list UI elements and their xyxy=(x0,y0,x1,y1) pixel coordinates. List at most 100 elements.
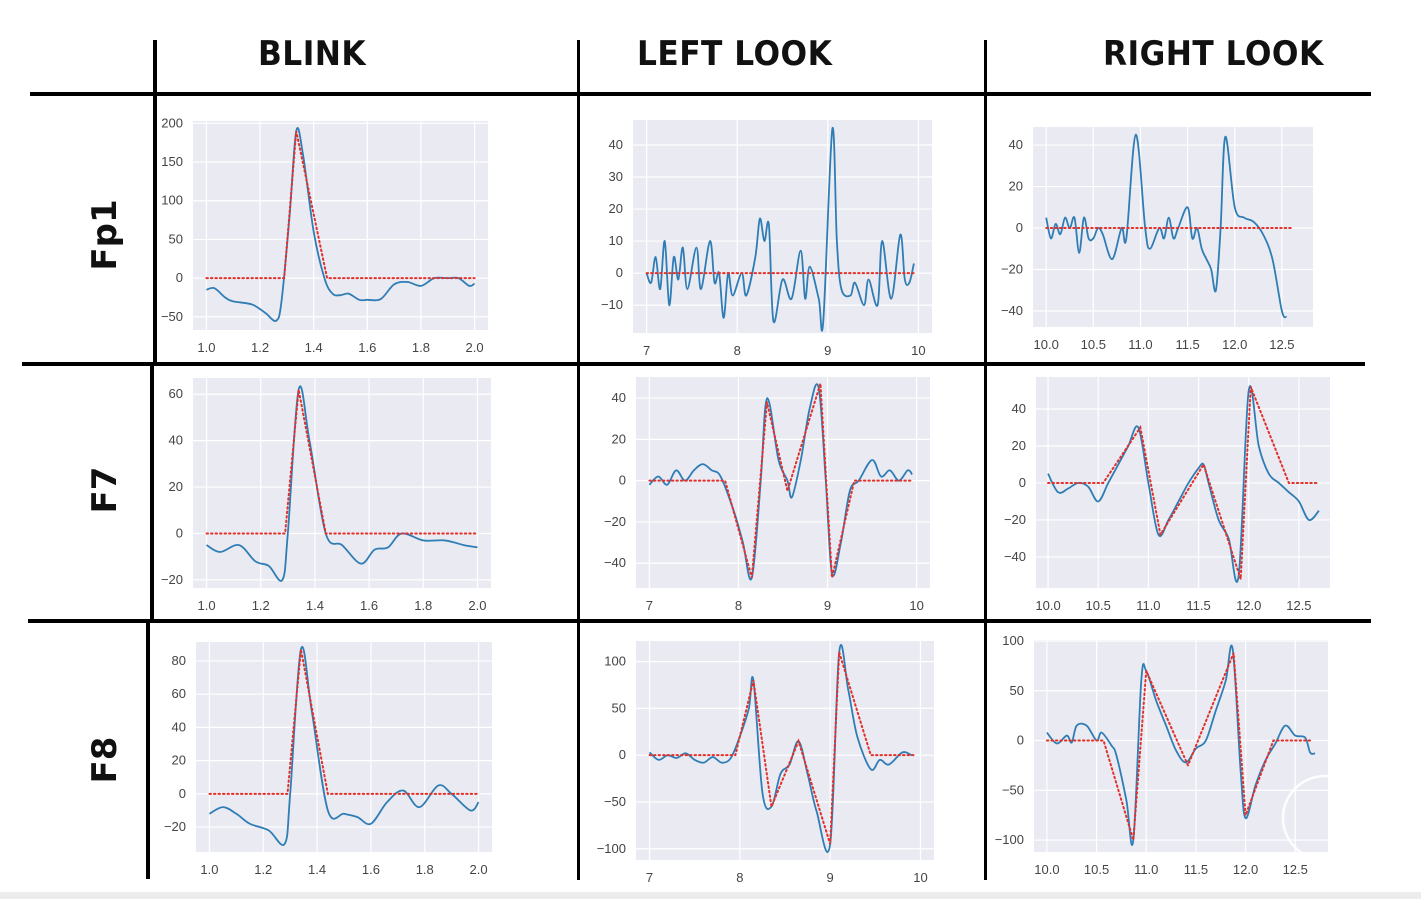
y-tick-label: −40 xyxy=(1001,303,1023,318)
signal-line xyxy=(1046,644,1316,846)
chart-f7-blink: 1.0 1.2 1.4 1.6 1.8 2.0 −20 0 20 40 60 xyxy=(161,378,491,613)
x-tick-label: 1.0 xyxy=(200,862,218,877)
column-header-blink: BLINK xyxy=(258,34,367,74)
y-tick-label: 40 xyxy=(612,390,626,405)
x-tick-label: 9 xyxy=(824,598,831,613)
y-tick-label: −20 xyxy=(164,819,186,834)
signal-line xyxy=(1047,385,1320,583)
column-header-left-look: LEFT LOOK xyxy=(637,34,833,74)
y-tick-label: 0 xyxy=(619,747,626,762)
grid-divider-h3 xyxy=(28,619,1371,623)
x-tick-label: 1.6 xyxy=(362,862,380,877)
y-tick-label: 0 xyxy=(1019,475,1026,490)
y-tick-label: 40 xyxy=(1012,401,1026,416)
watermark-logo xyxy=(1281,774,1369,862)
signal-line xyxy=(209,646,480,846)
y-tick-label: 80 xyxy=(172,653,186,668)
y-tick-label: 0 xyxy=(616,265,623,280)
y-tick-label: 100 xyxy=(1002,633,1024,648)
plot-area xyxy=(193,378,491,588)
template-line xyxy=(205,389,479,535)
y-tick-label: 40 xyxy=(169,433,183,448)
y-tick-label: 60 xyxy=(169,386,183,401)
chart-f7-left-look: 7 8 9 10 −40 −20 0 20 40 xyxy=(604,377,930,613)
y-tick-label: 10 xyxy=(609,233,623,248)
x-tick-label: 1.8 xyxy=(414,598,432,613)
x-tick-label: 1.4 xyxy=(305,340,323,355)
x-tick-label: 11.5 xyxy=(1175,337,1199,352)
grid-divider-h1 xyxy=(30,92,1371,96)
plot-area xyxy=(633,120,932,333)
x-tick-label: 12.5 xyxy=(1269,337,1294,352)
signal-line xyxy=(206,385,478,582)
x-tick-label: 10.5 xyxy=(1081,337,1106,352)
x-tick-label: 9 xyxy=(824,343,831,358)
x-tick-label: 12.0 xyxy=(1233,862,1258,877)
template-line xyxy=(205,130,476,280)
y-tick-label: 40 xyxy=(609,137,623,152)
y-tick-label: −50 xyxy=(1002,782,1024,797)
chart-f8-right-look: 10.0 10.5 11.0 11.5 12.0 12.5 −100 −50 0 50 100 xyxy=(995,633,1328,877)
x-tick-label: 11.5 xyxy=(1186,598,1210,613)
x-tick-label: 2.0 xyxy=(470,862,488,877)
plot-area xyxy=(636,641,934,860)
y-tick-label: 20 xyxy=(1012,438,1026,453)
chart-f8-blink: 1.0 1.2 1.4 1.6 1.8 2.0 −20 0 20 40 60 80 xyxy=(164,642,492,877)
x-tick-label: 10.0 xyxy=(1035,598,1060,613)
x-tick-label: 1.0 xyxy=(198,598,216,613)
y-tick-label: 0 xyxy=(176,270,183,285)
plot-area xyxy=(1033,127,1313,327)
y-tick-label: 0 xyxy=(619,473,626,488)
x-tick-label: 1.2 xyxy=(254,862,272,877)
x-tick-label: 7 xyxy=(646,870,653,885)
column-header-right-look: RIGHT LOOK xyxy=(1103,34,1324,74)
y-tick-label: −40 xyxy=(604,555,626,570)
x-tick-label: 1.8 xyxy=(416,862,434,877)
x-tick-label: 2.0 xyxy=(466,340,484,355)
y-tick-label: 20 xyxy=(169,479,183,494)
y-tick-label: −100 xyxy=(995,832,1024,847)
x-tick-label: 8 xyxy=(735,598,742,613)
x-tick-label: 7 xyxy=(646,598,653,613)
x-tick-label: 10.0 xyxy=(1034,337,1059,352)
y-tick-label: −100 xyxy=(597,841,626,856)
y-tick-label: 50 xyxy=(1010,683,1024,698)
y-tick-label: 0 xyxy=(1016,220,1023,235)
template-line xyxy=(648,651,917,845)
y-tick-label: −50 xyxy=(604,794,626,809)
grid-divider-v1 xyxy=(153,40,157,365)
chart-f8-left-look: 7 8 9 10 −100 −50 0 50 100 xyxy=(597,641,934,885)
y-tick-label: 20 xyxy=(612,431,626,446)
y-tick-label: 0 xyxy=(179,786,186,801)
x-tick-label: 11.5 xyxy=(1184,862,1208,877)
signal-line xyxy=(1045,133,1288,319)
y-tick-label: 0 xyxy=(176,525,183,540)
x-tick-label: 9 xyxy=(827,870,834,885)
x-tick-label: 11.0 xyxy=(1134,862,1158,877)
chart-fp1-left-look: 7 8 9 10 −10 0 10 20 30 40 xyxy=(601,120,932,358)
y-tick-label: 150 xyxy=(161,154,183,169)
y-tick-label: 60 xyxy=(172,686,186,701)
y-tick-label: 0 xyxy=(1017,733,1024,748)
y-tick-label: −10 xyxy=(601,297,623,312)
y-tick-label: 20 xyxy=(609,201,623,216)
plot-area xyxy=(636,377,930,588)
template-line xyxy=(648,383,914,578)
footer-strip xyxy=(0,892,1421,899)
signal-line xyxy=(648,383,913,581)
plot-area xyxy=(1034,640,1328,852)
x-tick-label: 1.8 xyxy=(412,340,430,355)
plot-area xyxy=(193,121,488,330)
x-tick-label: 1.2 xyxy=(252,598,270,613)
y-tick-label: −20 xyxy=(1001,262,1023,277)
x-tick-label: 1.0 xyxy=(197,340,215,355)
x-tick-label: 10.0 xyxy=(1034,862,1059,877)
y-tick-label: −20 xyxy=(1004,512,1026,527)
y-tick-label: 50 xyxy=(169,231,183,246)
x-tick-label: 10 xyxy=(913,870,927,885)
x-tick-label: 11.0 xyxy=(1136,598,1160,613)
grid-divider-v2 xyxy=(577,40,580,880)
y-tick-label: −40 xyxy=(1004,549,1026,564)
x-tick-label: 12.0 xyxy=(1222,337,1247,352)
